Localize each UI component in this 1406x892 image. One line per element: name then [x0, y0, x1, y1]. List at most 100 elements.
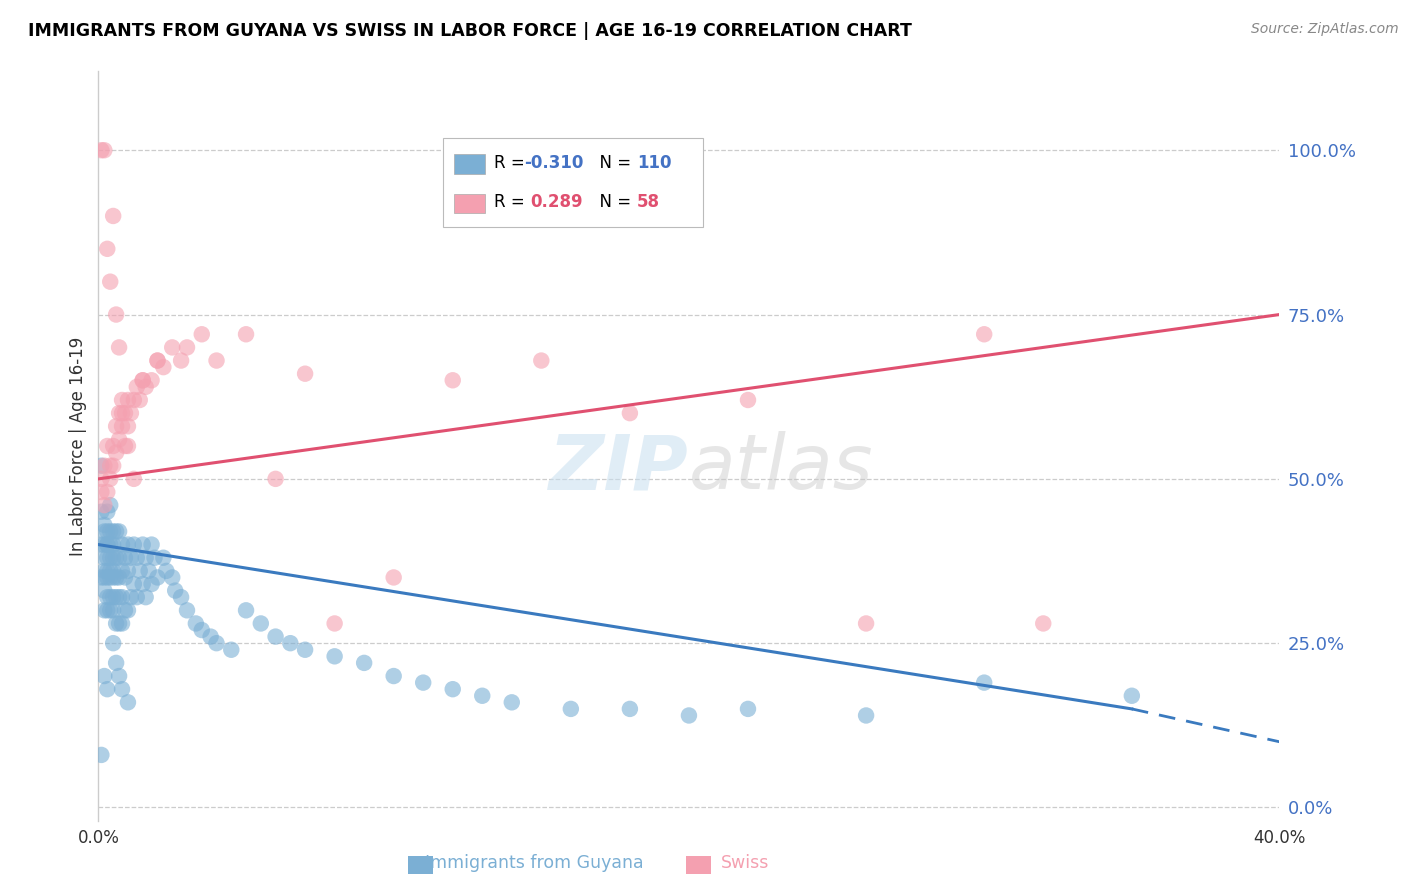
Point — [382, 570, 405, 584]
Point — [90, 538, 112, 552]
Point — [96, 570, 118, 584]
Point — [141, 373, 163, 387]
Point — [114, 603, 136, 617]
Point — [93, 538, 115, 552]
Point — [128, 564, 150, 578]
Point — [108, 433, 131, 447]
Point — [90, 458, 112, 473]
Point — [96, 242, 118, 256]
Point — [353, 656, 375, 670]
Point — [264, 630, 287, 644]
Point — [122, 472, 145, 486]
Point — [855, 708, 877, 723]
Text: R =: R = — [494, 154, 530, 172]
Point — [441, 373, 464, 387]
Point — [114, 550, 136, 565]
Text: Source: ZipAtlas.com: Source: ZipAtlas.com — [1251, 22, 1399, 37]
Point — [323, 649, 346, 664]
Point — [93, 583, 115, 598]
Point — [98, 550, 121, 565]
Point — [323, 616, 346, 631]
Point — [96, 538, 118, 552]
Point — [250, 616, 273, 631]
Point — [96, 564, 118, 578]
Point — [105, 570, 128, 584]
Point — [205, 636, 228, 650]
Point — [105, 550, 128, 565]
Point — [138, 564, 160, 578]
Point — [205, 353, 228, 368]
Point — [93, 564, 115, 578]
Point — [103, 439, 125, 453]
Point — [96, 590, 118, 604]
Point — [141, 538, 163, 552]
Point — [96, 603, 118, 617]
Point — [117, 439, 139, 453]
Point — [973, 327, 995, 342]
Text: ZIP: ZIP — [550, 432, 689, 506]
Point — [108, 570, 131, 584]
Point — [155, 564, 177, 578]
Point — [98, 498, 121, 512]
Point — [93, 498, 115, 512]
Point — [501, 695, 523, 709]
Point — [855, 616, 877, 631]
Point — [111, 564, 134, 578]
Point — [135, 590, 157, 604]
Point — [128, 392, 150, 407]
Point — [93, 669, 115, 683]
Point — [1121, 689, 1143, 703]
Point — [176, 340, 198, 354]
Point — [105, 616, 128, 631]
Point — [98, 538, 121, 552]
Point — [103, 636, 125, 650]
Point — [105, 419, 128, 434]
Point — [90, 472, 112, 486]
Point — [108, 406, 131, 420]
Point — [103, 590, 125, 604]
Point — [619, 406, 641, 420]
Point — [135, 550, 157, 565]
Point — [191, 623, 214, 637]
Point — [93, 143, 115, 157]
Point — [111, 392, 134, 407]
Point — [103, 550, 125, 565]
Point — [90, 505, 112, 519]
Point — [117, 538, 139, 552]
Text: R =: R = — [494, 194, 534, 211]
Point — [619, 702, 641, 716]
Point — [98, 570, 121, 584]
Point — [103, 538, 125, 552]
Point — [114, 439, 136, 453]
Point — [135, 380, 157, 394]
Point — [184, 616, 207, 631]
Point — [93, 603, 115, 617]
Point — [737, 702, 759, 716]
Point — [96, 485, 118, 500]
Point — [1032, 616, 1054, 631]
Point — [122, 538, 145, 552]
Point — [105, 308, 128, 322]
Point — [93, 524, 115, 539]
Point — [117, 695, 139, 709]
Point — [105, 445, 128, 459]
Text: -0.310: -0.310 — [524, 154, 583, 172]
Point — [165, 583, 187, 598]
Point — [93, 570, 115, 584]
Text: N =: N = — [589, 154, 637, 172]
Point — [98, 458, 121, 473]
Point — [132, 577, 155, 591]
Point — [103, 458, 125, 473]
Text: 110: 110 — [637, 154, 672, 172]
Point — [96, 538, 118, 552]
Point — [98, 524, 121, 539]
Point — [191, 327, 214, 342]
Point — [111, 538, 134, 552]
Point — [200, 630, 222, 644]
Point — [170, 590, 193, 604]
Point — [98, 275, 121, 289]
Point — [108, 340, 131, 354]
Point — [120, 590, 142, 604]
Text: Immigrants from Guyana: Immigrants from Guyana — [425, 854, 644, 871]
Point — [96, 439, 118, 453]
